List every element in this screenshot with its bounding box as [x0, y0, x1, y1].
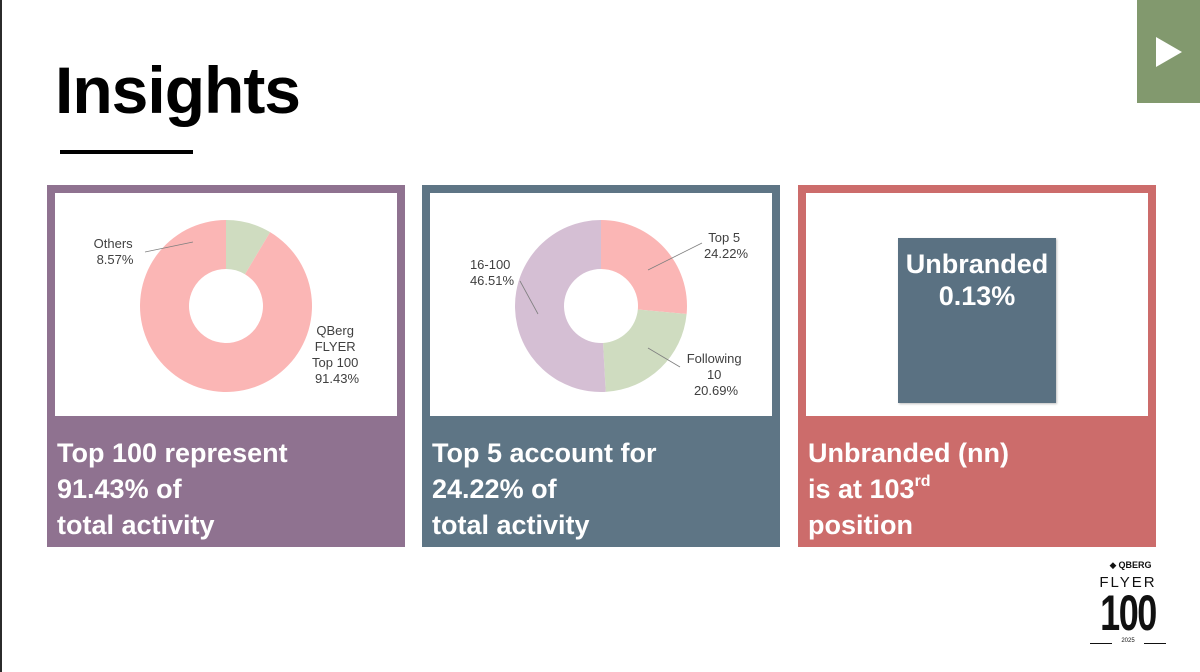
logo-year: 2025	[1121, 638, 1135, 644]
slide-left-border	[0, 0, 2, 672]
leader-line-following10	[647, 347, 681, 368]
leader-line-top5	[647, 242, 703, 271]
qberg-flyer-100-logo: QBERG FLYER 100 2025	[1088, 560, 1168, 650]
donut-slice-others	[226, 220, 271, 275]
insight-card-unbranded: Unbranded 0.13% Unbranded (nn) is at 103…	[798, 185, 1156, 547]
caption-line: 91.43% of	[57, 474, 182, 504]
label-line: 46.51%	[470, 273, 515, 288]
label-line: 16-100	[470, 257, 510, 272]
label-line: 10	[707, 367, 721, 382]
caption-line: is at 103rd	[808, 471, 1009, 507]
unbranded-panel: Unbranded 0.13%	[806, 193, 1148, 416]
label-line: 24.22%	[704, 246, 749, 261]
page-title: Insights	[55, 53, 301, 127]
data-label-following10: Following 10 20.69%	[687, 351, 746, 398]
label-line: 91.43%	[315, 371, 360, 386]
card-caption: Top 5 account for 24.22% of total activi…	[432, 435, 657, 543]
title-underline	[60, 150, 193, 154]
label-line: 20.69%	[694, 383, 739, 398]
unbranded-value: 0.13%	[938, 281, 1016, 311]
leader-line-others	[144, 241, 194, 253]
play-button[interactable]	[1137, 0, 1200, 103]
ordinal-superscript: rd	[914, 473, 931, 490]
label-line: Top 100	[312, 355, 358, 370]
unbranded-share-box: Unbranded 0.13%	[898, 238, 1056, 403]
caption-line: Top 100 represent	[57, 438, 288, 468]
label-line: Others	[94, 236, 134, 251]
label-line: Top 5	[708, 230, 740, 245]
label-line: Following	[687, 351, 742, 366]
logo-number: 100	[1100, 585, 1157, 641]
card-caption: Top 100 represent 91.43% of total activi…	[57, 435, 288, 543]
caption-line: total activity	[432, 510, 590, 540]
caption-line: position	[808, 510, 913, 540]
data-label-top5: Top 5 24.22%	[704, 230, 749, 261]
label-line: 8.57%	[97, 252, 134, 267]
chart-panel: Others 8.57% QBerg FLYER Top 100 91.43%	[55, 193, 397, 416]
unbranded-label: Unbranded	[905, 249, 1049, 279]
logo-rule-left	[1090, 643, 1112, 644]
donut-slice-qberg-flyer-top-100	[139, 220, 312, 392]
donut-slice-following-10	[603, 309, 687, 392]
caption-line: Top 5 account for	[432, 438, 657, 468]
donut-chart-top100: Others 8.57% QBerg FLYER Top 100 91.43%	[94, 220, 362, 392]
caption-line: 24.22% of	[432, 474, 557, 504]
donut-slice-16-100	[515, 220, 606, 392]
card-caption: Unbranded (nn) is at 103rd position	[808, 435, 1009, 543]
caption-line: total activity	[57, 510, 215, 540]
caption-line-text: is at 103	[808, 474, 915, 504]
logo-brand: QBERG	[1108, 560, 1153, 571]
logo-name: FLYER	[1099, 574, 1157, 591]
donut-chart-top5: Top 5 24.22% Following 10 20.69% 16-100 …	[470, 220, 749, 398]
data-label-top100: QBerg FLYER Top 100 91.43%	[312, 323, 362, 386]
data-label-others: Others 8.57%	[94, 236, 137, 267]
label-line: FLYER	[315, 339, 356, 354]
logo-rule-right	[1144, 643, 1166, 644]
leader-line-16-100	[519, 280, 539, 315]
insight-card-top5: Top 5 24.22% Following 10 20.69% 16-100 …	[422, 185, 780, 547]
data-label-16-100: 16-100 46.51%	[470, 257, 515, 288]
play-triangle-icon	[1155, 36, 1182, 67]
insight-card-top100: Others 8.57% QBerg FLYER Top 100 91.43% …	[47, 185, 405, 547]
caption-line: Unbranded (nn)	[808, 438, 1009, 468]
donut-slice-top-5	[601, 220, 687, 315]
chart-panel: Top 5 24.22% Following 10 20.69% 16-100 …	[430, 193, 772, 416]
label-line: QBerg	[316, 323, 354, 338]
